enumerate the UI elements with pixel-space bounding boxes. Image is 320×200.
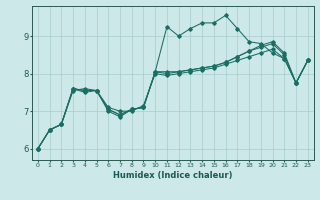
X-axis label: Humidex (Indice chaleur): Humidex (Indice chaleur) <box>113 171 233 180</box>
